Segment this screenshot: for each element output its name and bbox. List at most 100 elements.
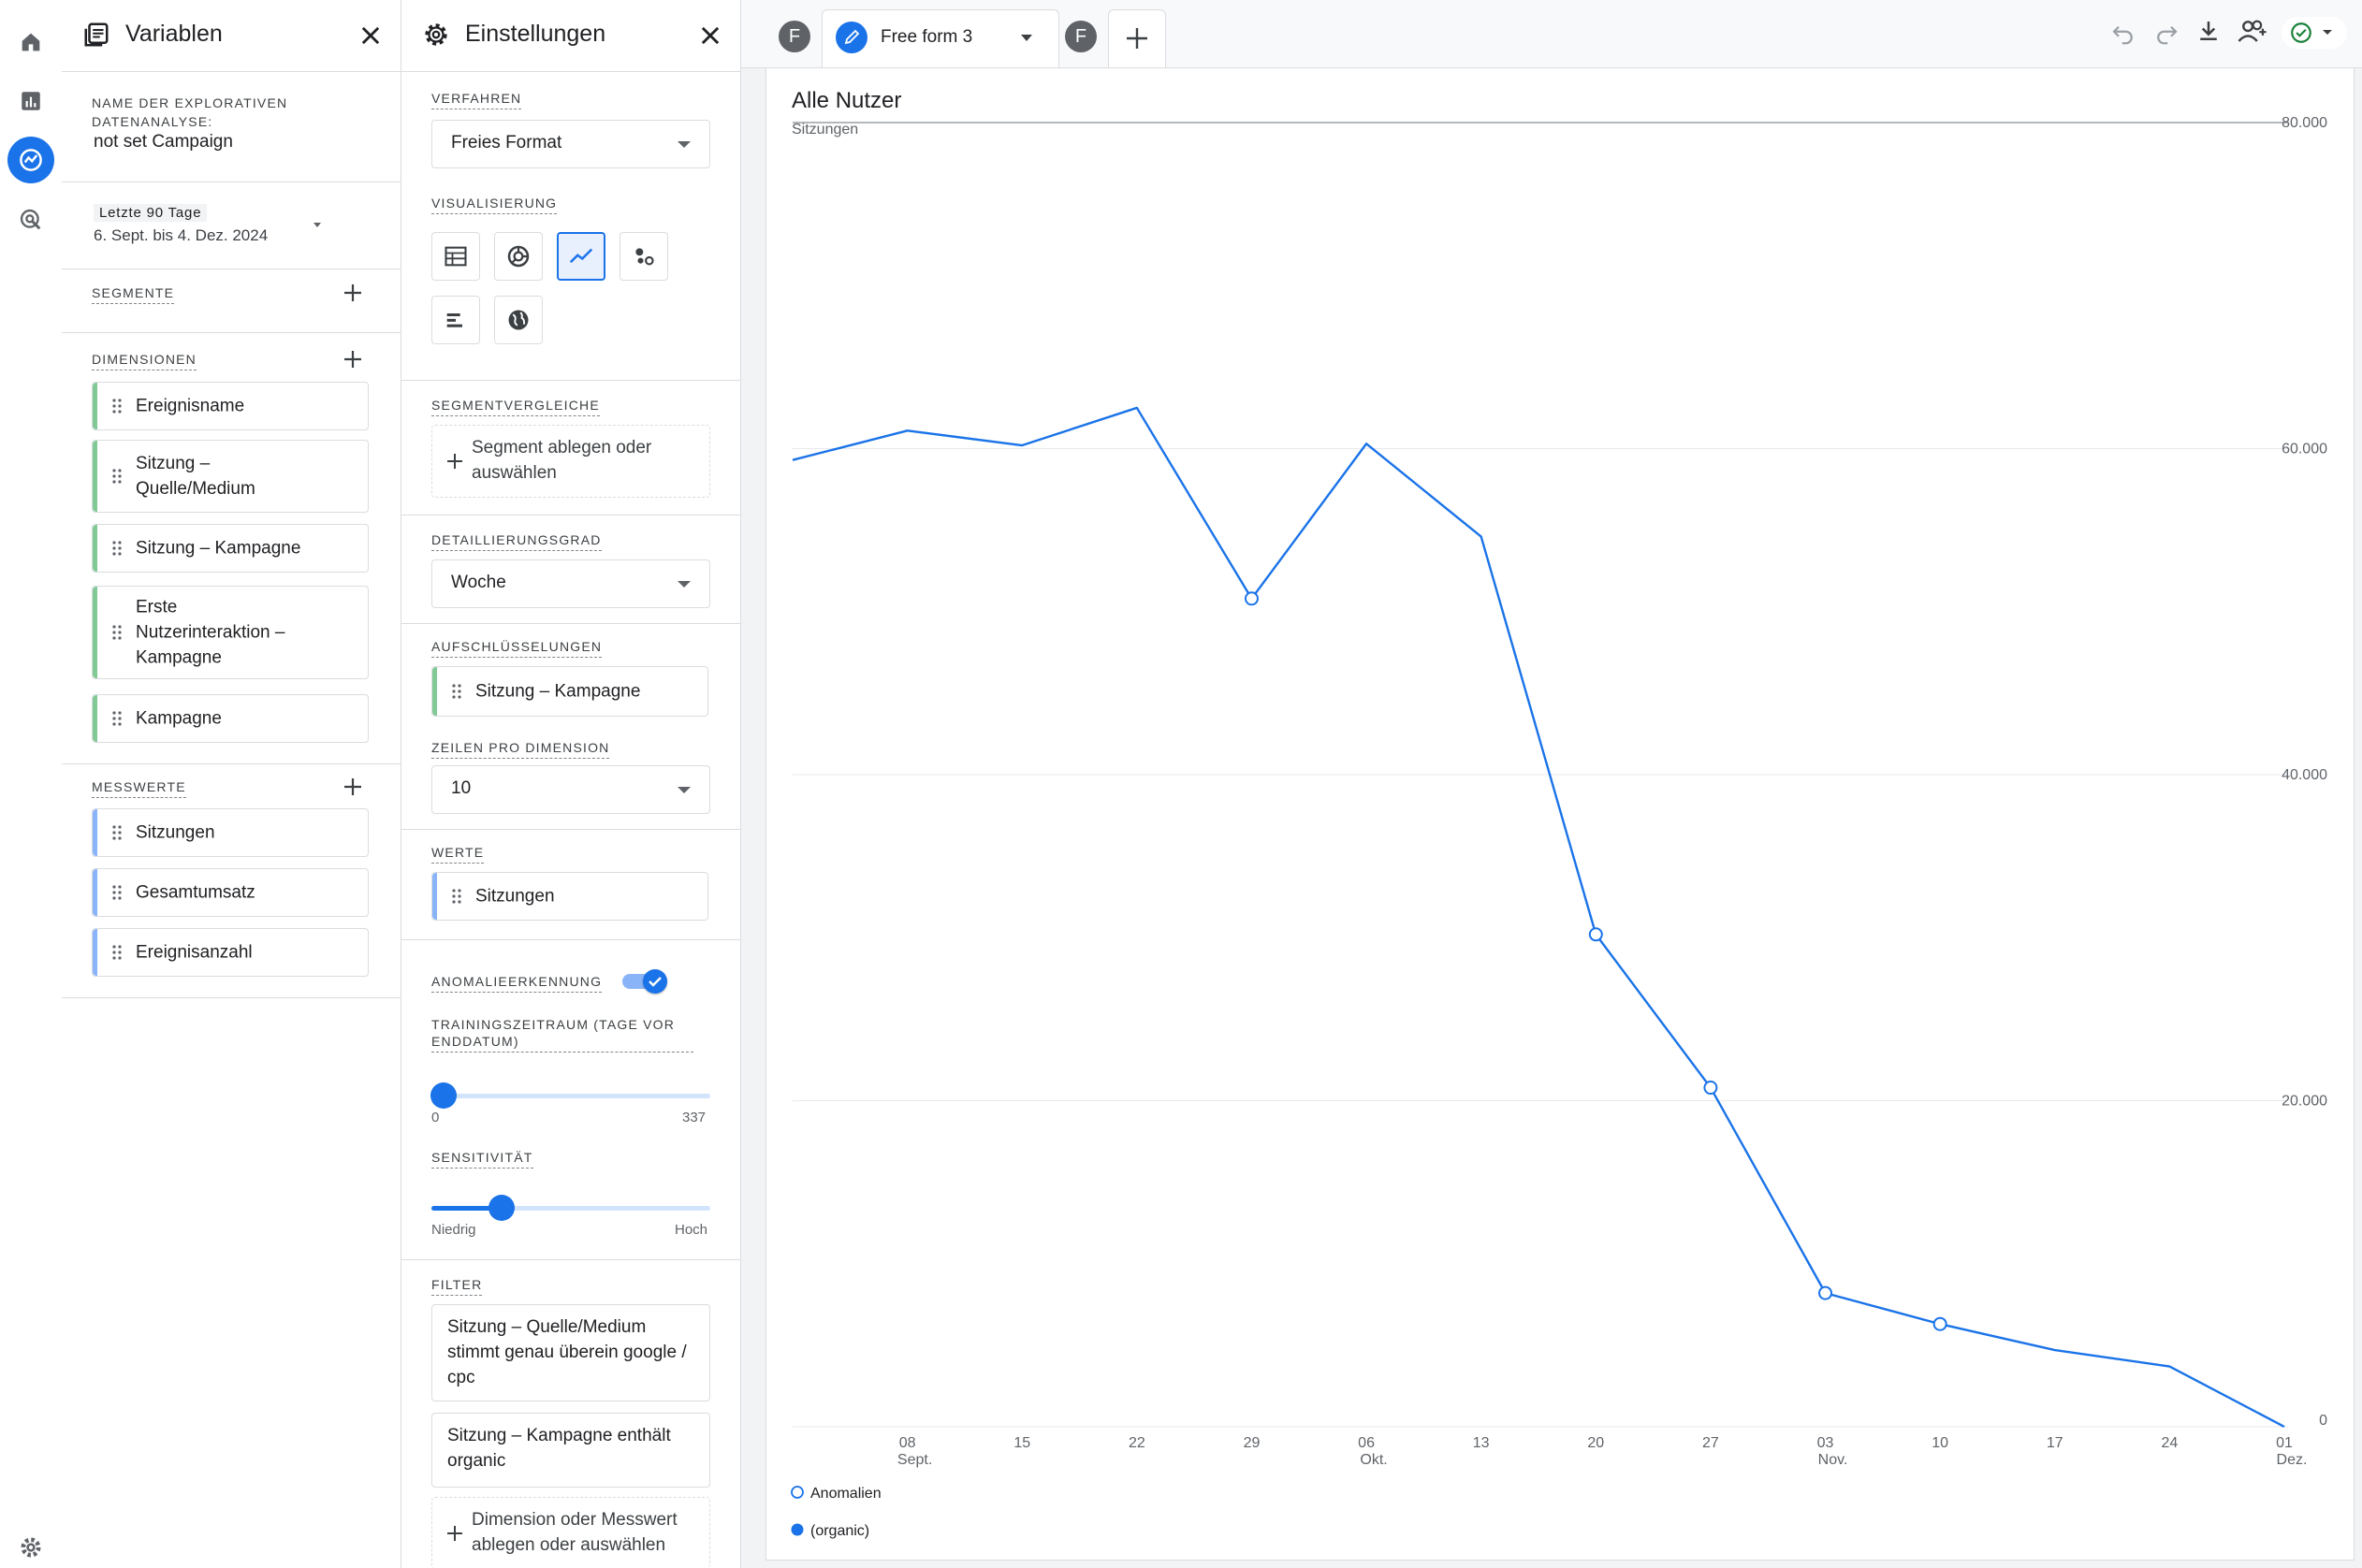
x-tick-label: 29 <box>1244 1435 1261 1451</box>
dimension-chip[interactable]: Ereignisname <box>92 382 369 430</box>
segment-comparisons-label: SEGMENTVERGLEICHE <box>431 397 600 416</box>
anomaly-point[interactable] <box>1932 1316 1947 1331</box>
technique-select[interactable]: Freies Format <box>431 120 710 168</box>
status-check-icon <box>2291 22 2311 43</box>
drag-handle-icon[interactable] <box>111 824 123 841</box>
sensitivity-high: Hoch <box>675 1222 708 1238</box>
drag-handle-icon[interactable] <box>111 468 123 485</box>
viz-geo-button[interactable] <box>494 296 543 344</box>
tab-free-form-3[interactable]: Free form 3 <box>822 9 1059 67</box>
date-range-picker[interactable]: Letzte 90 Tage 6. Sept. bis 4. Dez. 2024 <box>92 202 372 251</box>
add-metric-button[interactable] <box>343 777 363 797</box>
variables-icon <box>84 22 109 47</box>
filter-drop-text: Dimension oder Messwert ablegen oder aus… <box>472 1510 678 1555</box>
dimension-chip[interactable]: Sitzung – Quelle/Medium <box>92 440 369 513</box>
filter-chip[interactable]: Sitzung – Quelle/Medium stimmt genau übe… <box>431 1304 710 1401</box>
sensitivity-slider[interactable] <box>431 1194 710 1222</box>
rows-per-dimension-value: 10 <box>451 778 472 798</box>
status-menu-button[interactable] <box>2282 17 2347 49</box>
drag-handle-icon[interactable] <box>111 944 123 961</box>
x-tick-label: 13 <box>1473 1435 1490 1451</box>
y-tick-label: 80.000 <box>2282 115 2327 131</box>
y-axis-label: Sitzungen <box>792 122 858 138</box>
dimension-chip[interactable]: Sitzung – Kampagne <box>92 524 369 573</box>
drag-handle-icon[interactable] <box>111 624 123 641</box>
segment-drop-zone[interactable]: Segment ablegen oder auswählen <box>431 425 710 498</box>
training-max: 337 <box>682 1110 707 1125</box>
viz-donut-button[interactable] <box>494 232 543 281</box>
y-tick-label: 40.000 <box>2282 767 2327 783</box>
add-tab-button[interactable] <box>1108 9 1166 67</box>
dimension-chip[interactable]: Kampagne <box>92 694 369 743</box>
drag-handle-icon[interactable] <box>451 683 462 700</box>
close-icon[interactable] <box>357 22 384 49</box>
anomaly-point[interactable] <box>1818 1285 1833 1300</box>
anomaly-point[interactable] <box>1244 591 1259 606</box>
exploration-name-label: NAME DER EXPLORATIVEN DATENANALYSE: <box>92 95 288 129</box>
filter-chip[interactable]: Sitzung – Kampagne enthält organic <box>431 1413 710 1488</box>
home-icon[interactable] <box>7 19 54 65</box>
filter-drop-zone[interactable]: Dimension oder Messwert ablegen oder aus… <box>431 1497 710 1568</box>
values-chip[interactable]: Sitzungen <box>431 872 708 921</box>
main-canvas: F Free form 3 F Alle Nutzer Sitzungen 0 20.… <box>741 0 2362 1568</box>
anomaly-toggle[interactable] <box>622 969 669 994</box>
chevron-down-icon[interactable] <box>1019 33 1034 44</box>
anomaly-point[interactable] <box>1703 1081 1718 1096</box>
drag-handle-icon[interactable] <box>451 888 462 905</box>
series-line[interactable] <box>792 406 2285 1429</box>
close-icon[interactable] <box>697 22 723 49</box>
reports-icon[interactable] <box>7 78 54 124</box>
anomaly-detection-label: ANOMALIEERKENNUNG <box>431 973 603 993</box>
drag-handle-icon[interactable] <box>111 884 123 901</box>
viz-bar-button[interactable] <box>431 296 480 344</box>
add-dimension-button[interactable] <box>343 349 363 370</box>
slider-track <box>431 1206 710 1211</box>
download-icon[interactable] <box>2194 17 2223 45</box>
redo-icon[interactable] <box>2152 19 2180 47</box>
segment-drop-text: Segment ablegen oder auswählen <box>472 438 652 483</box>
share-user-icon[interactable] <box>2237 17 2268 45</box>
training-period-label: TRAININGSZEITRAUM (TAGE VOR ENDDATUM) <box>431 1016 693 1053</box>
plus-icon <box>447 1526 462 1541</box>
chevron-down-icon <box>678 141 691 148</box>
scatter-plot-icon <box>635 248 654 266</box>
slider-track <box>431 1094 710 1098</box>
slider-thumb[interactable] <box>488 1195 515 1221</box>
tab-second[interactable]: F <box>1065 21 1097 52</box>
viz-line-button[interactable] <box>557 232 605 281</box>
segments-label: SEGMENTE <box>92 284 175 304</box>
add-segment-button[interactable] <box>343 283 363 303</box>
line-chart[interactable]: Alle Nutzer Sitzungen 0 20.000 40.000 60.000 8… <box>766 68 2354 1560</box>
viz-scatter-button[interactable] <box>620 232 668 281</box>
y-tick-label: 20.000 <box>2282 1094 2327 1110</box>
viz-table-button[interactable] <box>431 232 480 281</box>
tab-first[interactable]: F <box>779 21 810 52</box>
dimension-label: Sitzung – Kampagne <box>136 538 301 559</box>
dimension-chip[interactable]: Erste Nutzerinteraktion – Kampagne <box>92 586 369 679</box>
chart-title: Alle Nutzer <box>792 88 901 113</box>
x-tick-month: Dez. <box>2277 1452 2308 1468</box>
explore-icon[interactable] <box>7 137 54 183</box>
dimension-color-bar <box>93 383 97 429</box>
training-slider[interactable] <box>430 1082 710 1110</box>
exploration-name-input[interactable]: not set Campaign <box>94 132 233 152</box>
metric-chip[interactable]: Ereignisanzahl <box>92 928 369 977</box>
x-tick-month: Nov. <box>1818 1452 1848 1468</box>
undo-icon[interactable] <box>2109 19 2137 47</box>
drag-handle-icon[interactable] <box>111 710 123 727</box>
metric-chip[interactable]: Gesamtumsatz <box>92 868 369 917</box>
metric-chip[interactable]: Sitzungen <box>92 808 369 857</box>
drag-handle-icon[interactable] <box>111 540 123 557</box>
legend-label[interactable]: (organic) <box>810 1523 869 1539</box>
rows-per-dimension-select[interactable]: 10 <box>431 765 710 814</box>
anomaly-point[interactable] <box>1588 927 1603 942</box>
granularity-select[interactable]: Woche <box>431 559 710 608</box>
x-tick-label: 10 <box>1932 1435 1948 1451</box>
dimension-label: Ereignisname <box>136 396 245 416</box>
drag-handle-icon[interactable] <box>111 398 123 414</box>
slider-thumb[interactable] <box>430 1082 457 1109</box>
legend-label[interactable]: Anomalien <box>810 1486 882 1502</box>
advertising-icon[interactable] <box>7 196 54 243</box>
gear-icon[interactable] <box>7 1529 54 1566</box>
breakdown-chip[interactable]: Sitzung – Kampagne <box>431 666 708 717</box>
